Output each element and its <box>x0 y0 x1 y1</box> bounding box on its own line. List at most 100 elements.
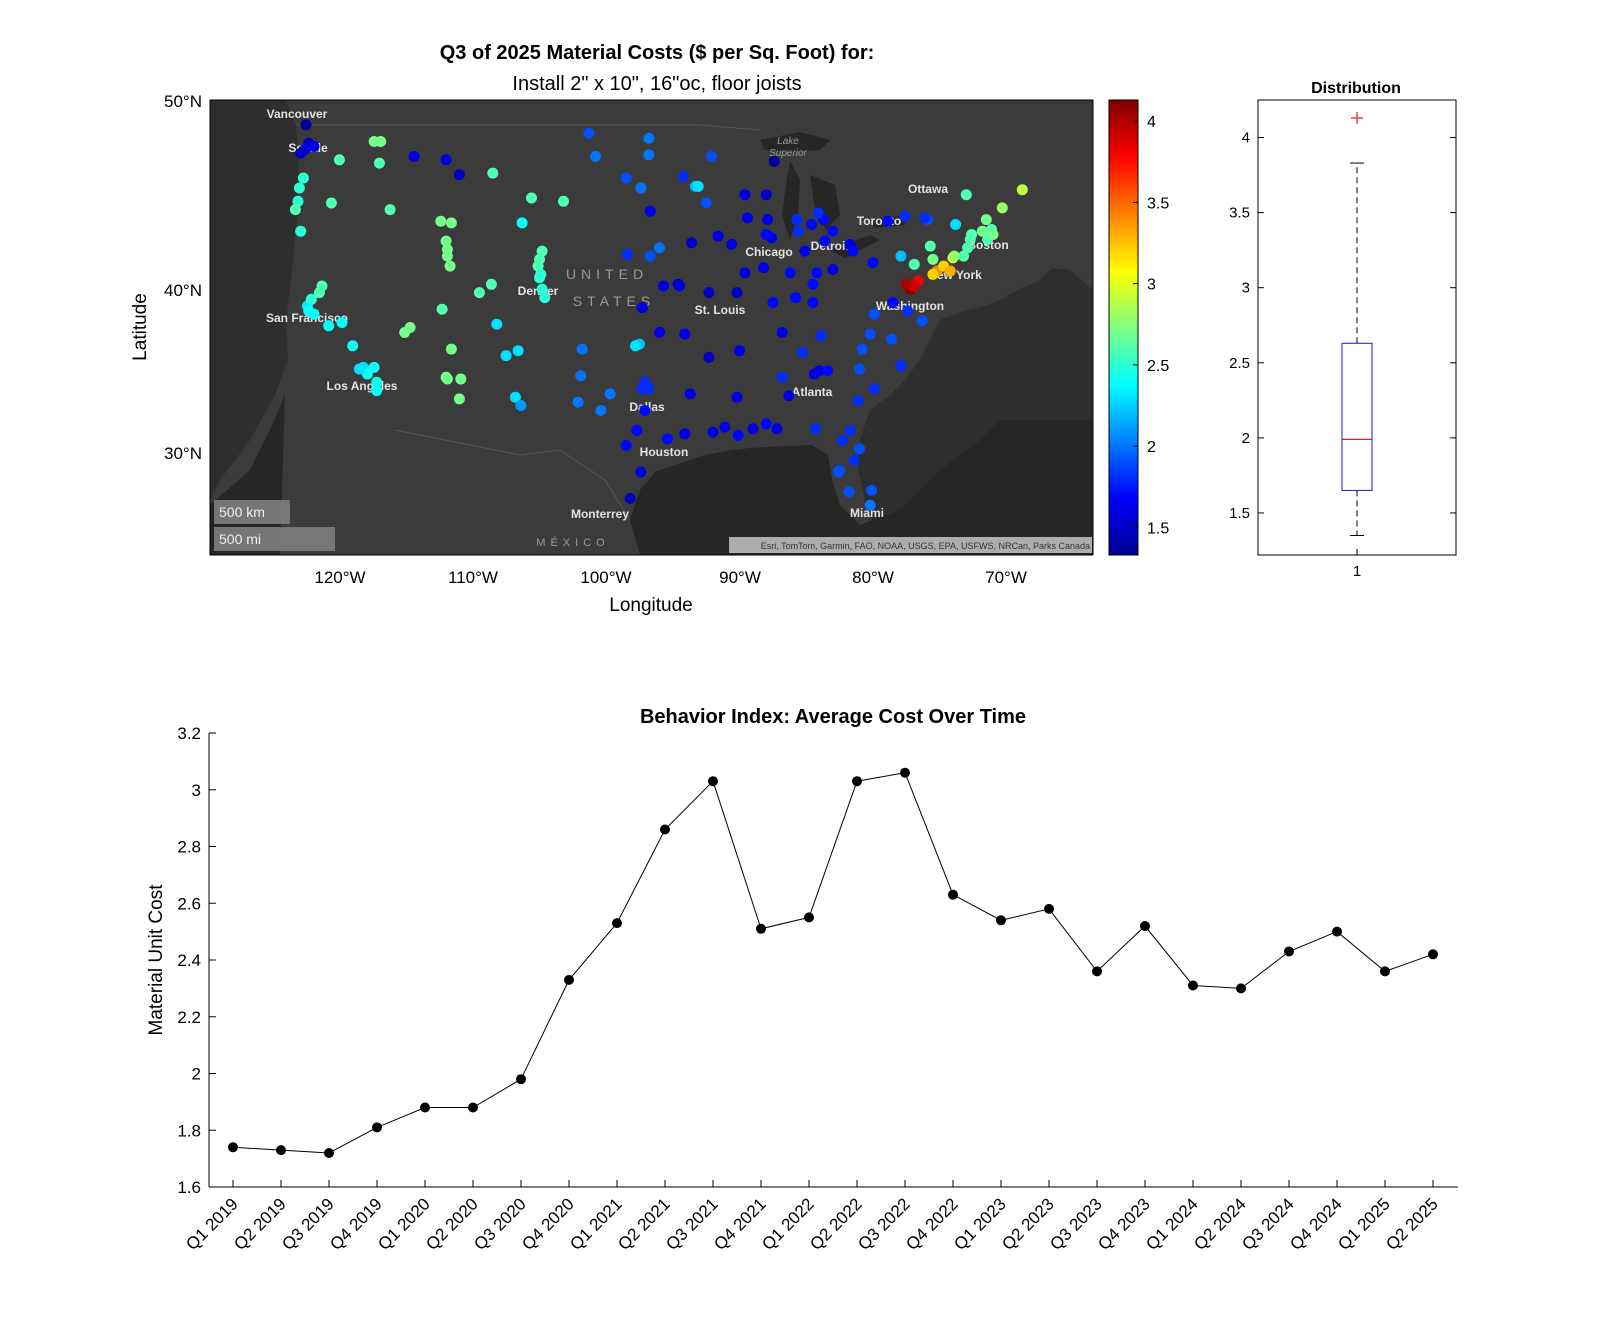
water-label: Lake <box>777 136 799 147</box>
map-point <box>747 423 759 435</box>
line-x-tick-label: Q4 2020 <box>518 1194 578 1254</box>
map-point <box>792 225 804 237</box>
map-point <box>558 195 569 207</box>
map-point <box>854 443 866 455</box>
lake-superior <box>760 132 830 152</box>
line-x-tick-label: Q4 2023 <box>1094 1194 1154 1254</box>
map-point <box>635 466 647 478</box>
box-y-tick-label: 3 <box>1242 280 1250 297</box>
data-point <box>900 767 910 778</box>
map-point <box>336 317 348 328</box>
line-y-tick-label: 3 <box>192 781 201 800</box>
map-x-label: Longitude <box>609 595 692 616</box>
map-point <box>847 245 859 257</box>
map-point <box>604 388 616 400</box>
data-point <box>1332 926 1342 937</box>
gulf-water <box>630 420 1093 555</box>
map-point <box>515 400 527 411</box>
map-point <box>760 229 772 240</box>
map-point <box>575 370 587 382</box>
map-axes[interactable]: Vancouver Seattle San Francisco Los Ange… <box>209 99 1094 556</box>
map-point <box>368 361 380 373</box>
mexico-border <box>394 429 631 521</box>
line-series <box>228 767 1438 1158</box>
map-point <box>927 268 939 280</box>
map-point <box>539 292 551 304</box>
map-point <box>980 214 992 226</box>
map-point <box>819 235 831 247</box>
data-point <box>1380 966 1390 977</box>
line-x-tick-label: Q1 2024 <box>1142 1194 1202 1254</box>
map-point <box>644 250 656 262</box>
box-y-tick-label: 3.5 <box>1229 205 1250 222</box>
map-point <box>293 182 305 194</box>
water-label: Superior <box>769 148 807 159</box>
map-point <box>739 267 751 279</box>
map-point <box>375 136 387 147</box>
map-point <box>684 388 696 400</box>
map-point <box>887 297 899 309</box>
map-point <box>767 297 779 309</box>
map-point <box>658 280 669 292</box>
map-point <box>882 215 894 227</box>
map-point <box>712 230 724 242</box>
map-point <box>895 360 907 372</box>
lake-huron <box>810 175 840 230</box>
line-x-tick-label: Q2 2024 <box>1190 1194 1250 1254</box>
map-point <box>815 330 827 342</box>
map-point <box>435 215 447 227</box>
map-point <box>620 172 632 184</box>
map-label: Vancouver <box>267 107 328 121</box>
map-point <box>726 239 737 250</box>
map-point <box>927 253 939 265</box>
map-point <box>361 368 373 380</box>
map-point <box>323 320 335 332</box>
map-label: Ottawa <box>908 182 948 196</box>
map-point <box>944 265 956 277</box>
line-x-tick-label: Q1 2022 <box>758 1194 818 1254</box>
map-point <box>844 425 856 436</box>
map-point <box>814 365 826 377</box>
map-point <box>811 267 823 279</box>
map-y-label: Latitude <box>130 293 151 361</box>
map-point <box>776 371 788 383</box>
map-points <box>289 119 1028 511</box>
map-point <box>532 260 544 272</box>
map-point <box>509 391 521 403</box>
data-point <box>276 1145 286 1156</box>
map-label: Houston <box>640 445 689 459</box>
map-point <box>485 278 497 290</box>
map-point <box>679 328 691 340</box>
map-x-tick: 80°W <box>852 568 894 587</box>
line-x-tick-label: Q2 2021 <box>614 1194 674 1254</box>
map-point <box>441 250 453 262</box>
scale-bar-mi <box>214 527 335 551</box>
map-point <box>790 292 802 304</box>
map-point <box>316 280 328 292</box>
map-point <box>371 376 383 388</box>
map-point <box>297 172 309 184</box>
scale-bar-km-label: 500 km <box>219 504 265 520</box>
map-x-tick: 100°W <box>580 568 631 587</box>
line-y-ticks: 1.6 1.8 2 2.2 2.4 2.6 2.8 3 3.2 <box>177 724 216 1197</box>
map-point <box>654 242 665 254</box>
data-point <box>228 1142 238 1153</box>
map-point <box>916 315 928 327</box>
map-point <box>445 217 457 229</box>
map-point <box>678 170 689 182</box>
map-point <box>300 119 312 131</box>
map-point <box>848 454 860 466</box>
data-point <box>1092 966 1102 977</box>
map-point <box>827 225 839 237</box>
map-point <box>534 272 545 284</box>
map-point <box>703 351 715 363</box>
map-point <box>899 210 911 222</box>
map-point <box>783 390 795 402</box>
colorbar-tick-label: 3.5 <box>1147 195 1169 212</box>
line-y-tick-label: 2 <box>192 1065 201 1084</box>
map-point <box>444 260 456 272</box>
data-point <box>1236 983 1246 994</box>
map-point <box>512 345 524 357</box>
map-point <box>674 280 685 292</box>
line-x-tick-label: Q1 2023 <box>950 1194 1010 1254</box>
